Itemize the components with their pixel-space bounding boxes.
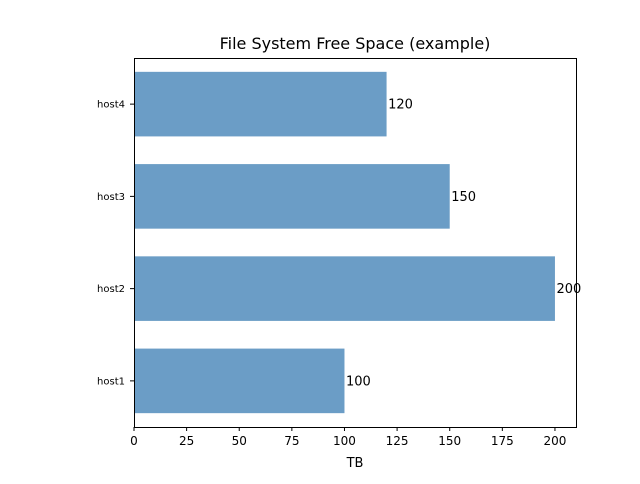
bars-layer	[134, 71, 555, 414]
y-tick-label-host2: host2	[97, 284, 125, 295]
value-label-host3: 150	[451, 190, 476, 205]
bar-host3	[134, 164, 450, 229]
value-label-host2: 200	[556, 282, 581, 297]
x-tick-label-175: 175	[491, 434, 514, 448]
x-tick-label-25: 25	[179, 434, 194, 448]
x-axis-label: TB	[346, 456, 364, 471]
bar-host1	[134, 348, 345, 414]
x-axis: 0 25 50 75 100 125 150 175 200	[130, 427, 566, 448]
value-label-host4: 120	[388, 98, 413, 113]
bar-host4	[134, 71, 387, 137]
value-labels-layer: 100 200 150 120	[346, 98, 581, 390]
x-tick-label-75: 75	[284, 434, 299, 448]
x-tick-label-150: 150	[438, 434, 461, 448]
x-tick-label-50: 50	[232, 434, 247, 448]
y-tick-label-host1: host1	[97, 376, 125, 387]
x-tick-label-100: 100	[333, 434, 356, 448]
x-tick-label-125: 125	[386, 434, 409, 448]
value-label-host1: 100	[346, 374, 371, 389]
bar-host2	[134, 256, 555, 321]
x-tick-label-0: 0	[130, 434, 138, 448]
plot-frame	[134, 58, 577, 428]
y-tick-label-host4: host4	[97, 100, 125, 111]
x-tick-label-200: 200	[543, 434, 566, 448]
chart-title: File System Free Space (example)	[220, 34, 491, 53]
y-axis: host1 host2 host3 host4	[97, 100, 134, 387]
y-tick-label-host3: host3	[97, 192, 125, 203]
